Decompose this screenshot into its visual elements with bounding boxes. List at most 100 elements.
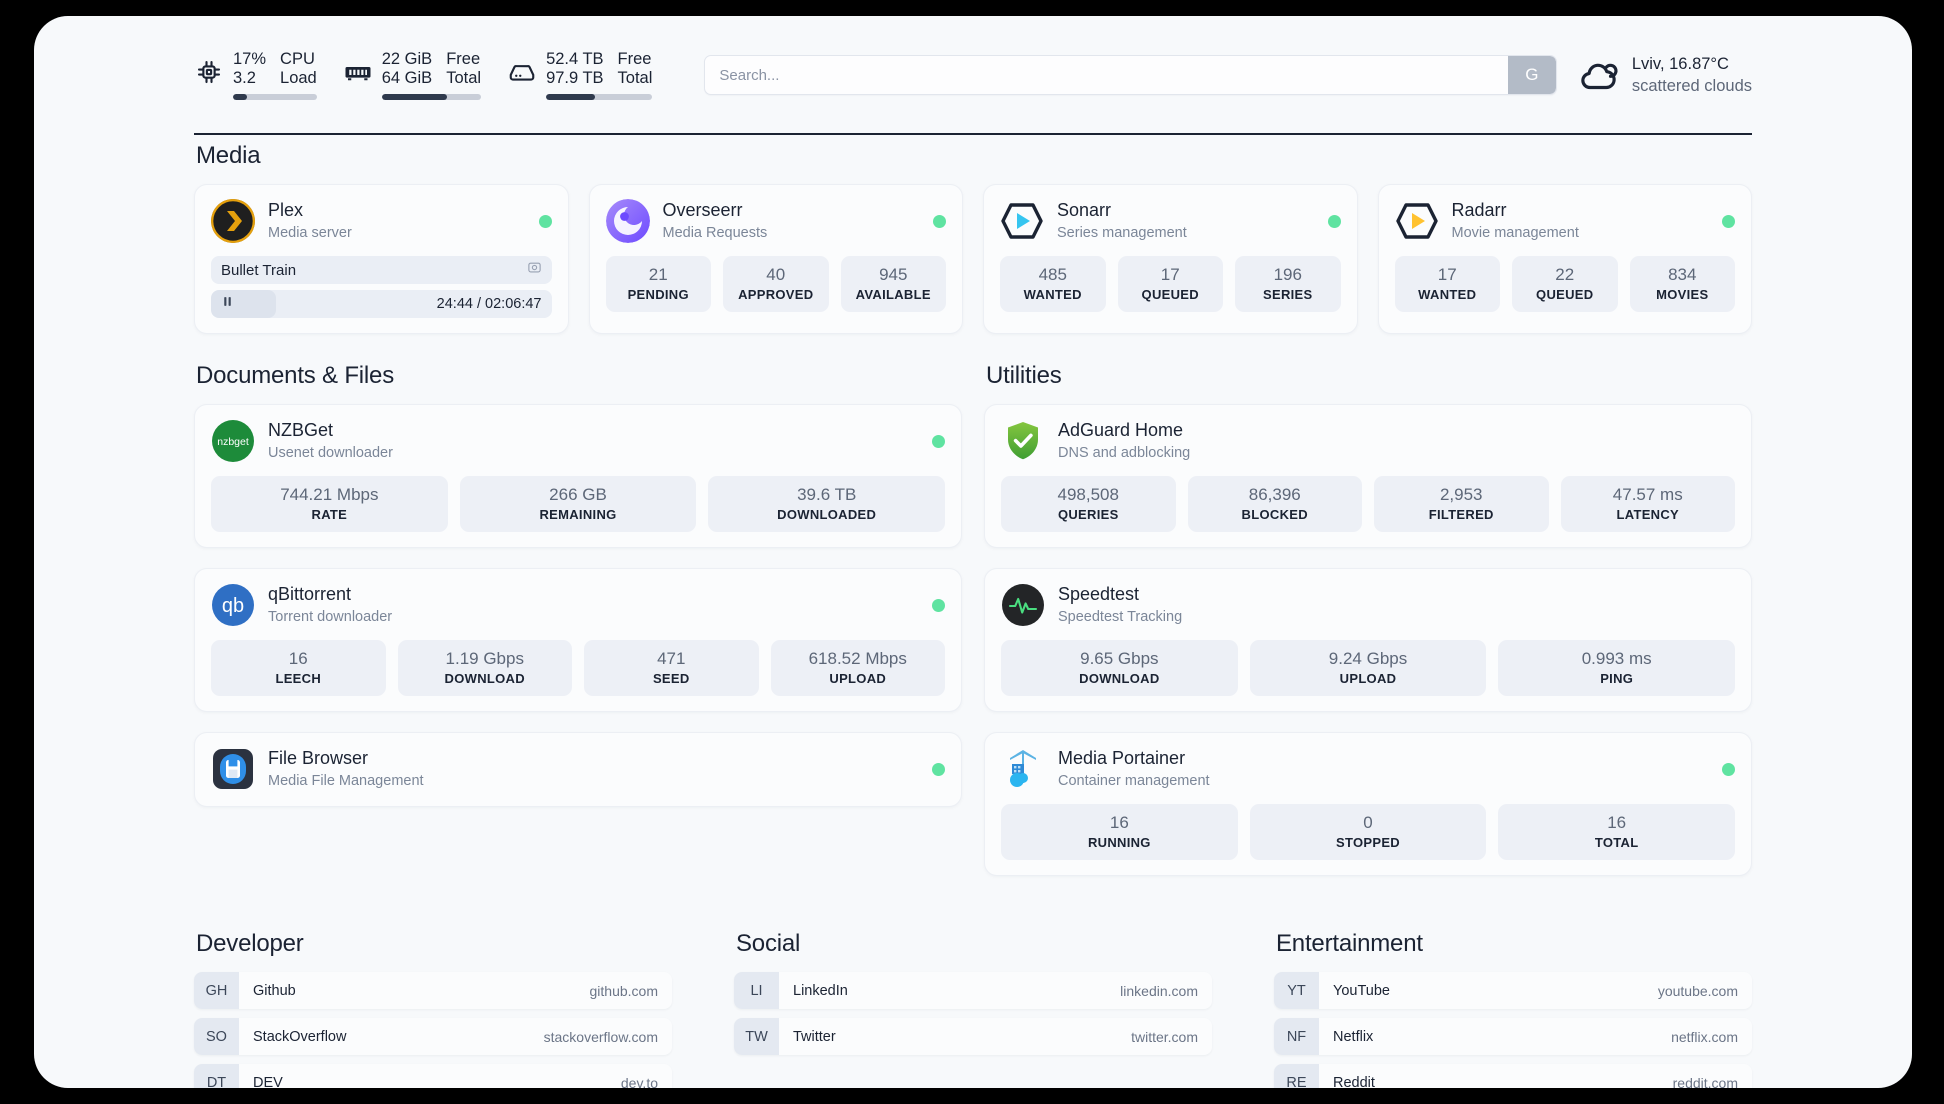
utilities-section: Utilities AdGuard Home DNS and adblockin…	[984, 362, 1752, 876]
stat-box[interactable]: 2,953 FILTERED	[1374, 476, 1549, 532]
header-divider	[194, 133, 1752, 135]
now-playing-row[interactable]: Bullet Train	[211, 256, 552, 284]
stat-value: 17	[1160, 265, 1180, 284]
stat-box[interactable]: 9.65 Gbps DOWNLOAD	[1001, 640, 1238, 696]
bookmark-item[interactable]: LI LinkedIn linkedin.com	[734, 972, 1212, 1009]
cloud-icon	[1579, 55, 1619, 95]
card-media-portainer[interactable]: Media Portainer Container management 16 …	[984, 732, 1752, 876]
status-indicator-online	[538, 214, 552, 228]
stat-box[interactable]: 0.993 ms PING	[1498, 640, 1736, 696]
stat-value: 498,508	[1057, 485, 1119, 504]
bookmark-name: Reddit	[1333, 1074, 1375, 1089]
stat-label: SERIES	[1263, 287, 1313, 302]
bookmark-item[interactable]: DT DEV dev.to	[194, 1064, 672, 1088]
bookmark-item[interactable]: TW Twitter twitter.com	[734, 1018, 1212, 1055]
memory-value-primary: 22 GiB	[381, 49, 433, 68]
stat-box[interactable]: 86,396 BLOCKED	[1187, 476, 1362, 532]
stat-box[interactable]: 0 STOPPED	[1249, 804, 1487, 860]
card-adguard-home[interactable]: AdGuard Home DNS and adblocking 498,508 …	[984, 404, 1752, 548]
bookmark-url: stackoverflow.com	[543, 1028, 658, 1045]
stat-label: QUEUED	[1141, 287, 1199, 302]
stat-value: 22	[1555, 265, 1575, 284]
card-title: Speedtest	[1058, 584, 1140, 605]
top-bar: 17% 3.2 CPU Load 22 GiB 64 GiB Free Total 52…	[34, 16, 1912, 134]
bookmark-badge: LI	[734, 972, 779, 1009]
stat-label: BLOCKED	[1241, 507, 1308, 522]
card-filebrowser[interactable]: File Browser Media File Management	[194, 732, 962, 807]
card-title: Radarr	[1451, 200, 1507, 221]
stat-value: 0	[1363, 813, 1373, 832]
stat-boxes: 744.21 Mbps RATE 266 GB REMAINING 39.6 T…	[211, 476, 946, 532]
stat-label: RATE	[311, 507, 348, 522]
stat-box[interactable]: 1.19 Gbps DOWNLOAD	[397, 640, 572, 696]
card-radarr[interactable]: Radarr Movie management 17 WANTED 22 QUE…	[1377, 184, 1752, 334]
stat-value: 21	[648, 265, 668, 284]
stat-box[interactable]: 16 TOTAL	[1498, 804, 1736, 860]
stat-box[interactable]: 16 RUNNING	[1001, 804, 1238, 860]
stat-value: 945	[879, 265, 908, 284]
stat-box[interactable]: 22 QUEUED	[1512, 256, 1618, 312]
stat-box[interactable]: 17 WANTED	[1394, 256, 1500, 312]
card-subtitle: Movie management	[1451, 224, 1579, 241]
card-header: File Browser Media File Management	[211, 747, 945, 791]
bookmark-url: netflix.com	[1671, 1028, 1738, 1045]
stat-box[interactable]: 618.52 Mbps UPLOAD	[770, 640, 945, 696]
bookmark-badge: NF	[1274, 1018, 1319, 1055]
stat-box[interactable]: 834 MOVIES	[1629, 256, 1735, 312]
stat-box[interactable]: 266 GB REMAINING	[459, 476, 697, 532]
stat-label: DOWNLOAD	[444, 671, 525, 686]
stat-box[interactable]: 485 WANTED	[1000, 256, 1106, 312]
stat-label: RUNNING	[1087, 835, 1151, 850]
bookmark-badge: GH	[194, 972, 239, 1009]
card-overseerr[interactable]: Overseerr Media Requests 21 PENDING 40 A…	[588, 184, 963, 334]
stat-value: 16	[1607, 813, 1627, 832]
cast-icon[interactable]	[527, 260, 542, 280]
stat-box[interactable]: 21 PENDING	[605, 256, 711, 312]
stat-box[interactable]: 17 QUEUED	[1117, 256, 1223, 312]
pause-icon[interactable]	[221, 295, 234, 313]
stat-box[interactable]: 16 LEECH	[211, 640, 386, 696]
card-qbittorrent[interactable]: qb qBittorrent Torrent downloader 16 LEE…	[194, 568, 962, 712]
stat-value: 485	[1038, 265, 1067, 284]
bookmark-list: LI LinkedIn linkedin.com TW Twitter twit…	[734, 972, 1212, 1055]
stat-box[interactable]: 196 SERIES	[1235, 256, 1341, 312]
stat-box[interactable]: 47.57 ms LATENCY	[1560, 476, 1735, 532]
stat-label: LEECH	[275, 671, 322, 686]
card-plex[interactable]: Plex Media server Bullet Train 24:44 / 0…	[194, 184, 569, 334]
card-sonarr[interactable]: Sonarr Series management 485 WANTED 17 Q…	[983, 184, 1358, 334]
bookmark-item[interactable]: GH Github github.com	[194, 972, 672, 1009]
bookmark-item[interactable]: YT YouTube youtube.com	[1274, 972, 1752, 1009]
system-stats-group: 17% 3.2 CPU Load 22 GiB 64 GiB Free Total 52…	[194, 50, 678, 101]
card-nzbget[interactable]: nzbget NZBGet Usenet downloader 744.21 M…	[194, 404, 962, 548]
stat-label: UPLOAD	[1339, 671, 1397, 686]
stat-label: UPLOAD	[829, 671, 887, 686]
bookmark-item[interactable]: RE Reddit reddit.com	[1274, 1064, 1752, 1088]
playback-progress[interactable]: 24:44 / 02:06:47	[211, 290, 552, 318]
stat-box[interactable]: 9.24 Gbps UPLOAD	[1249, 640, 1487, 696]
stat-box[interactable]: 945 AVAILABLE	[840, 256, 946, 312]
card-title: qBittorrent	[268, 584, 352, 605]
stat-value: 47.57 ms	[1612, 485, 1683, 504]
stat-box[interactable]: 40 APPROVED	[723, 256, 829, 312]
bookmark-item[interactable]: SO StackOverflow stackoverflow.com	[194, 1018, 672, 1055]
search-submit-button[interactable]: G	[1507, 56, 1556, 94]
stat-boxes: 485 WANTED 17 QUEUED 196 SERIES	[1000, 256, 1341, 312]
stat-value: 1.19 Gbps	[445, 649, 524, 668]
stat-box[interactable]: 744.21 Mbps RATE	[211, 476, 448, 532]
card-speedtest[interactable]: Speedtest Speedtest Tracking 9.65 Gbps D…	[984, 568, 1752, 712]
stat-box[interactable]: 471 SEED	[584, 640, 759, 696]
disk-label-secondary: Total	[617, 69, 653, 87]
search-input[interactable]	[705, 66, 1508, 84]
bookmark-name: DEV	[253, 1074, 283, 1089]
bookmark-item[interactable]: NF Netflix netflix.com	[1274, 1018, 1752, 1055]
stat-label: WANTED	[1023, 287, 1082, 302]
qbittorrent-logo-icon: qb	[211, 583, 255, 627]
card-subtitle: Container management	[1058, 772, 1210, 789]
media-section-title: Media	[196, 142, 261, 169]
stat-box[interactable]: 39.6 TB DOWNLOADED	[708, 476, 946, 532]
disk-icon	[507, 57, 537, 87]
disk-value-secondary: 97.9 TB	[546, 69, 604, 87]
memory-value-secondary: 64 GiB	[381, 69, 433, 87]
stat-box[interactable]: 498,508 QUERIES	[1001, 476, 1176, 532]
search-box[interactable]: G	[704, 55, 1557, 95]
